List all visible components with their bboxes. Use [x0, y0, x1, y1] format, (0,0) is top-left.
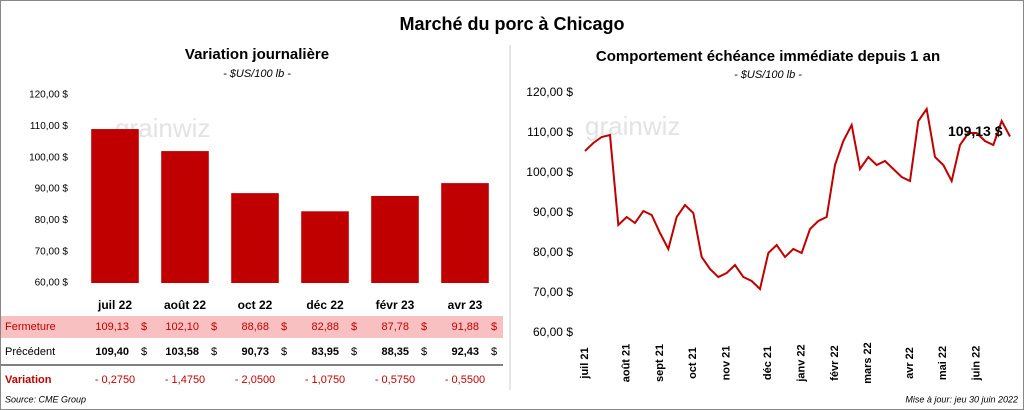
x-tick-label: sept 21 [654, 344, 666, 382]
currency: $ [491, 321, 497, 333]
table-cell: 88,35 [381, 346, 409, 358]
annotation: 109,13 $ [948, 123, 1003, 139]
chart-subtitle: - $US/100 lb - [734, 69, 802, 81]
currency: $ [351, 346, 357, 358]
table-cell: 109,13 [95, 321, 129, 333]
table-cell: - 0,2750 [95, 374, 135, 386]
x-tick-label: févr 22 [829, 345, 841, 380]
line [584, 106, 1011, 291]
y-tick-label: 80,00 $ [533, 245, 573, 259]
y-tick-label: 120,00 $ [29, 90, 68, 101]
row-label: Fermeture [5, 321, 56, 333]
x-tick-label: oct 22 [238, 298, 273, 312]
x-tick-label: mai 22 [937, 346, 949, 380]
table-cell: - 2,0500 [235, 374, 275, 386]
y-tick-label: 100,00 $ [29, 152, 68, 163]
y-tick-label: 100,00 $ [526, 165, 573, 179]
table-cell: 91,88 [451, 321, 479, 333]
y-tick-label: 70,00 $ [533, 285, 573, 299]
source: Source: CME Group [5, 394, 86, 404]
y-tick-label: 110,00 $ [527, 125, 573, 139]
x-tick-label: mars 22 [862, 342, 874, 384]
y-tick-label: 60,00 $ [35, 278, 69, 289]
row-label: Précédent [5, 346, 55, 358]
x-tick-label: déc 22 [306, 298, 344, 312]
chart-subtitle: - $US/100 lb - [223, 68, 291, 80]
x-tick-label: janv 22 [796, 344, 808, 382]
table-cell: - 0,5750 [375, 374, 415, 386]
currency: $ [141, 321, 147, 333]
page-title: Marché du porc à Chicago [399, 14, 624, 34]
table-cell: 109,40 [95, 346, 129, 358]
table-cell: 87,78 [381, 321, 409, 333]
table-cell: - 0,5500 [445, 374, 485, 386]
y-tick-label: 60,00 $ [533, 325, 573, 339]
x-tick-label: août 21 [621, 344, 633, 383]
table-cell: 90,73 [241, 346, 269, 358]
x-tick-label: oct 21 [687, 347, 699, 379]
table-cell: 103,58 [165, 346, 199, 358]
y-tick-label: 70,00 $ [35, 246, 69, 257]
currency: $ [421, 346, 427, 358]
row-highlight [1, 316, 503, 338]
updated: Mise à jour: jeu 30 juin 2022 [905, 394, 1018, 404]
x-tick-label: déc 21 [762, 346, 774, 380]
chart-title: Variation journalière [185, 46, 329, 63]
y-tick-label: 90,00 $ [533, 205, 573, 219]
table-cell: 82,88 [311, 321, 339, 333]
chart-title: Comportement échéance immédiate depuis 1… [596, 48, 940, 65]
x-tick-label: avr 22 [904, 347, 916, 379]
bar [301, 211, 349, 283]
currency: $ [141, 346, 147, 358]
table-cell: 83,95 [311, 346, 339, 358]
bar [441, 183, 489, 283]
bar [231, 193, 279, 283]
x-tick-label: nov 21 [721, 346, 733, 381]
y-tick-label: 90,00 $ [35, 184, 69, 195]
currency: $ [281, 321, 287, 333]
x-tick-label: juil 21 [579, 347, 591, 379]
table-cell: 102,10 [165, 321, 199, 333]
y-tick-label: 80,00 $ [35, 215, 69, 226]
bar [91, 129, 139, 283]
table-cell: 92,43 [451, 346, 479, 358]
x-tick-label: févr 23 [376, 298, 415, 312]
bar [161, 151, 209, 283]
currency: $ [281, 346, 287, 358]
table-cell: - 1,4750 [165, 374, 205, 386]
x-tick-label: avr 23 [448, 298, 483, 312]
currency: $ [491, 346, 497, 358]
x-tick-label: juin 22 [971, 346, 983, 382]
x-tick-label: août 22 [164, 298, 206, 312]
y-tick-label: 110,00 $ [30, 121, 69, 132]
currency: $ [421, 321, 427, 333]
currency: $ [211, 346, 217, 358]
bar [371, 195, 419, 283]
x-tick-label: juil 22 [97, 298, 132, 312]
row-label: Variation [5, 374, 52, 386]
currency: $ [211, 321, 217, 333]
watermark: grainwiz [585, 111, 680, 141]
table-cell: - 1,0750 [305, 374, 345, 386]
y-tick-label: 120,00 $ [526, 85, 573, 99]
currency: $ [351, 321, 357, 333]
table-cell: 88,68 [241, 321, 269, 333]
